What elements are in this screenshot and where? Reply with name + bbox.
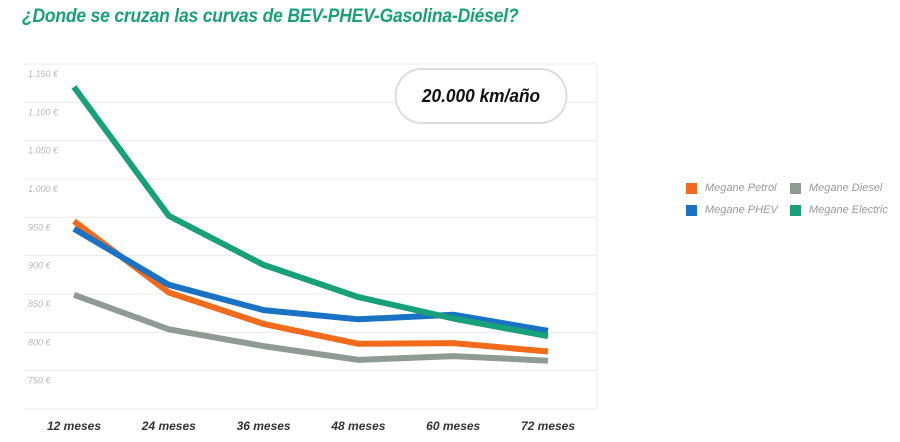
- series-lines: [71, 85, 549, 364]
- legend-item-petrol: Megane Petrol: [686, 182, 790, 194]
- y-tick-label: 1.150 €: [28, 69, 59, 79]
- y-tick-label: 850 €: [28, 299, 52, 309]
- y-tick-label: 900 €: [28, 261, 52, 271]
- x-tick-label: 60 meses: [426, 419, 480, 433]
- x-axis-ticks: 12 meses 24 meses 36 meses 48 meses 60 meses…: [47, 419, 575, 433]
- x-tick-label: 36 meses: [237, 419, 291, 433]
- series-line-megane-phev: [72, 226, 549, 334]
- x-tick-label: 48 meses: [330, 419, 385, 433]
- gridlines: [24, 63, 598, 410]
- y-tick-label: 1.000 €: [28, 184, 59, 194]
- legend-swatch-phev: [686, 204, 697, 216]
- x-tick-label: 24 meses: [141, 419, 196, 433]
- legend-swatch-electric: [790, 204, 801, 216]
- series-line-megane-diesel: [72, 291, 549, 364]
- chart-title: ¿Donde se cruzan las curvas de BEV-PHEV-…: [22, 6, 519, 27]
- y-axis-ticks: 750 € 800 € 850 € 900 € 950 € 1.000 € 1.050 € 1…: [28, 69, 59, 386]
- legend: Megane Petrol Megane Diesel Megane PHEV …: [686, 182, 896, 216]
- series-line-megane-electric: [71, 85, 549, 340]
- legend-swatch-diesel: [790, 182, 801, 194]
- legend-item-phev: Megane PHEV: [686, 204, 790, 216]
- y-tick-label: 1.100 €: [28, 107, 59, 117]
- x-tick-label: 12 meses: [47, 419, 101, 433]
- legend-item-diesel: Megane Diesel: [790, 182, 896, 194]
- series-line-megane-petrol: [72, 218, 549, 355]
- y-tick-label: 1.050 €: [28, 146, 59, 156]
- y-tick-label: 950 €: [28, 222, 52, 232]
- y-tick-label: 750 €: [28, 376, 52, 386]
- legend-label: Megane Diesel: [809, 182, 883, 194]
- legend-label: Megane Petrol: [705, 182, 777, 194]
- legend-label: Megane Electric: [809, 204, 888, 216]
- y-tick-label: 800 €: [28, 337, 52, 347]
- x-tick-label: 72 meses: [521, 419, 575, 433]
- distance-badge: 20.000 km/año: [394, 68, 568, 124]
- legend-swatch-petrol: [686, 182, 697, 194]
- legend-label: Megane PHEV: [705, 204, 778, 216]
- legend-item-electric: Megane Electric: [790, 204, 896, 216]
